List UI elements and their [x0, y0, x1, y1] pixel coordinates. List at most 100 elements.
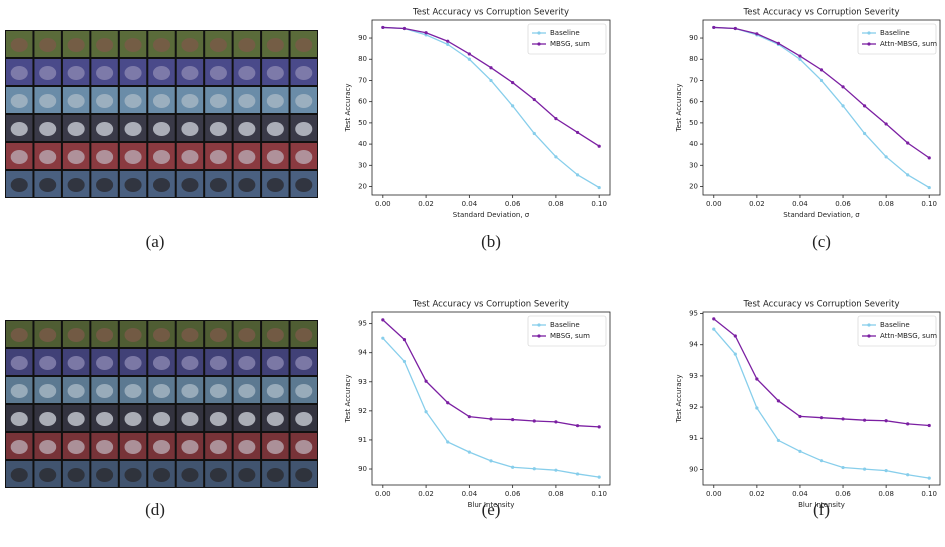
- image-object: [152, 66, 171, 80]
- data-point: [712, 327, 716, 331]
- image-object: [152, 440, 171, 454]
- image-object: [181, 66, 199, 80]
- image-object: [295, 412, 313, 426]
- image-object: [181, 412, 199, 426]
- image-object: [10, 328, 28, 342]
- data-point: [532, 131, 536, 136]
- image-object: [266, 66, 284, 80]
- image-object: [10, 412, 28, 426]
- data-point: [819, 68, 824, 72]
- y-tick-label: 80: [358, 55, 367, 63]
- image-object: [238, 150, 256, 164]
- x-tick-label: 0.00: [375, 200, 391, 208]
- data-point: [927, 185, 931, 190]
- caption: (c): [812, 232, 831, 251]
- image-object: [266, 384, 284, 398]
- data-point: [862, 467, 867, 471]
- x-tick-label: 0.10: [921, 490, 937, 498]
- image-object: [295, 66, 313, 80]
- image-object: [209, 440, 227, 454]
- data-point: [906, 422, 910, 426]
- data-point: [402, 338, 407, 342]
- image-object: [124, 440, 142, 454]
- data-point: [532, 97, 536, 102]
- data-point: [554, 155, 558, 159]
- data-point: [467, 415, 471, 419]
- y-tick-label: 92: [689, 403, 698, 411]
- image-object: [238, 94, 256, 108]
- grid-frame: [5, 320, 318, 488]
- image-object: [124, 122, 142, 136]
- data-point: [467, 57, 471, 61]
- image-object: [266, 94, 284, 108]
- image-object: [238, 356, 256, 370]
- image-object: [152, 178, 171, 192]
- data-point: [424, 31, 428, 35]
- data-point: [906, 473, 910, 477]
- legend-marker: [867, 31, 871, 35]
- image-object: [266, 356, 284, 370]
- y-tick-label: 30: [358, 161, 367, 169]
- data-point: [446, 39, 450, 43]
- x-tick-label: 0.10: [921, 200, 937, 208]
- data-point: [755, 406, 759, 410]
- legend-label: Attn-MBSG, sum: [880, 332, 937, 340]
- image-object: [238, 468, 256, 482]
- grid-frame: [5, 30, 318, 198]
- legend: [857, 315, 937, 347]
- plot-frame: [371, 19, 611, 196]
- data-point: [712, 317, 716, 321]
- image-object: [124, 38, 142, 52]
- image-object: [39, 384, 57, 398]
- data-point: [906, 173, 910, 177]
- y-tick-label: 20: [689, 183, 698, 191]
- image-object: [209, 150, 227, 164]
- data-point: [841, 85, 845, 89]
- y-tick-label: 60: [358, 98, 367, 106]
- image-object: [96, 384, 114, 398]
- legend-label: MBSG, sum: [550, 332, 590, 340]
- image-object: [67, 412, 85, 426]
- y-tick-label: 80: [689, 55, 698, 63]
- x-tick-label: 0.02: [749, 200, 765, 208]
- data-point: [511, 104, 515, 108]
- y-tick-label: 95: [689, 310, 698, 318]
- data-point: [733, 334, 737, 338]
- x-tick-label: 0.04: [792, 200, 808, 208]
- data-point: [489, 459, 493, 463]
- caption: (a): [146, 232, 165, 251]
- image-object: [209, 94, 227, 108]
- legend-marker: [867, 42, 871, 46]
- x-tick-label: 0.02: [749, 490, 765, 498]
- image-object: [152, 94, 171, 108]
- image-object: [10, 468, 28, 482]
- data-point: [381, 25, 385, 30]
- y-tick-label: 90: [689, 465, 698, 473]
- x-tick-label: 0.08: [548, 490, 564, 498]
- series-line: [713, 328, 930, 479]
- data-point: [841, 465, 845, 470]
- image-object: [181, 122, 199, 136]
- y-tick-label: 92: [358, 407, 367, 415]
- image-object: [238, 38, 256, 52]
- y-tick-label: 60: [689, 98, 698, 106]
- image-object: [209, 328, 227, 342]
- image-object: [39, 66, 57, 80]
- legend: [527, 23, 607, 55]
- image-object: [67, 178, 85, 192]
- image-object: [39, 328, 57, 342]
- legend-label: Attn-MBSG, sum: [880, 40, 937, 48]
- data-point: [511, 465, 515, 469]
- image-object: [67, 328, 85, 342]
- y-tick-label: 40: [358, 140, 367, 148]
- y-tick-label: 90: [358, 34, 367, 42]
- image-object: [67, 468, 85, 482]
- image-object: [39, 38, 57, 52]
- image-object: [295, 384, 313, 398]
- legend-marker: [867, 323, 871, 327]
- y-tick-label: 94: [689, 341, 698, 349]
- x-tick-label: 0.08: [878, 490, 894, 498]
- image-object: [39, 122, 57, 136]
- image-object: [181, 356, 199, 370]
- data-point: [446, 440, 450, 444]
